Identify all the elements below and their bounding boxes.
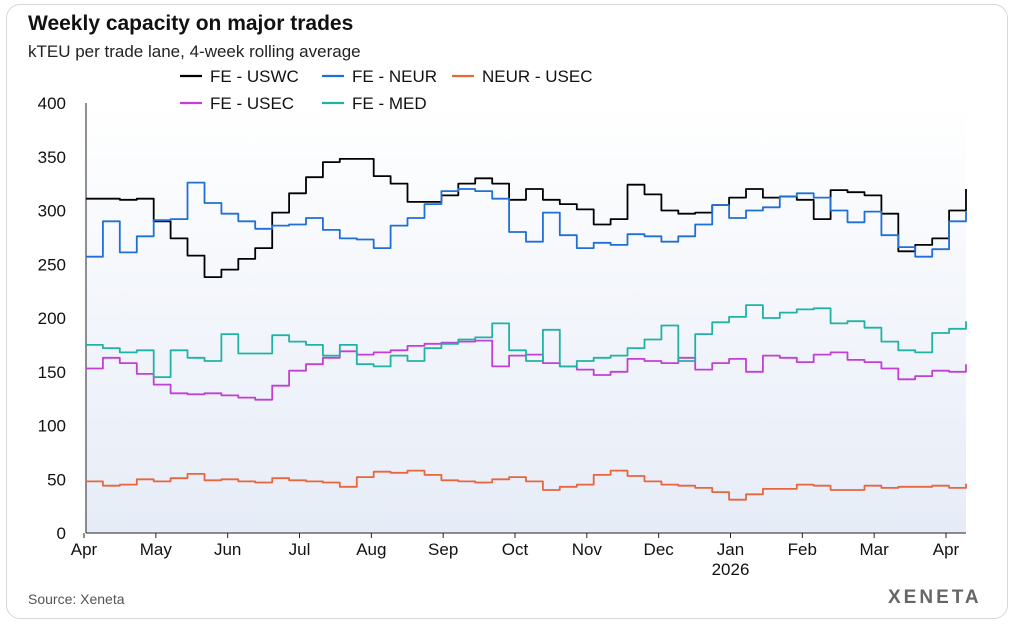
legend-label: FE - USEC [210, 94, 294, 113]
series-line-fe-uswc [86, 158, 967, 278]
chart-title: Weekly capacity on major trades [28, 12, 354, 35]
source-note: Source: Xeneta [28, 591, 125, 607]
x-tick-label: Mar [860, 540, 890, 559]
x-tick-label: Oct [502, 540, 529, 559]
x-tick-label: Sep [428, 540, 458, 559]
series-lines [86, 158, 967, 501]
y-tick-label: 250 [38, 255, 66, 274]
xeneta-logo: XENETA [888, 587, 982, 608]
legend-label: FE - NEUR [352, 67, 437, 86]
x-tick-label: Jun [214, 540, 241, 559]
plot-area [86, 103, 966, 533]
legend-label: FE - MED [352, 94, 427, 113]
x-tick-label: Apr [71, 540, 98, 559]
series-line-fe-med [86, 304, 967, 378]
x-tick-label: Jul [289, 540, 311, 559]
y-tick-label: 50 [47, 470, 66, 489]
x-tick-label: Nov [572, 540, 603, 559]
x-tick-label: May [140, 540, 173, 559]
chart-subtitle: kTEU per trade lane, 4-week rolling aver… [28, 42, 361, 61]
series-line-neur-usec [86, 469, 967, 501]
y-tick-label: 300 [38, 202, 66, 221]
x-tick-label: Apr [933, 540, 960, 559]
y-tick-label: 400 [38, 94, 66, 113]
y-tick-label: 0 [57, 524, 66, 543]
legend-label: FE - USWC [210, 67, 299, 86]
x-tick-label: Aug [356, 540, 386, 559]
x-tick-label: Dec [644, 540, 675, 559]
y-tick-label: 150 [38, 363, 66, 382]
series-line-fe-neur [86, 181, 967, 258]
x-year-label: 2026 [712, 560, 750, 579]
x-tick-label: Feb [788, 540, 817, 559]
y-axis: 0 50 100 150 200 250 300 350 400 [38, 94, 87, 543]
x-tick-label: Jan [717, 540, 744, 559]
y-tick-label: 100 [38, 417, 66, 436]
y-tick-label: 350 [38, 148, 66, 167]
legend-label: NEUR - USEC [482, 67, 593, 86]
legend: FE - USWC FE - NEUR NEUR - USEC FE - USEC FE… [180, 67, 593, 113]
y-tick-label: 200 [38, 309, 66, 328]
